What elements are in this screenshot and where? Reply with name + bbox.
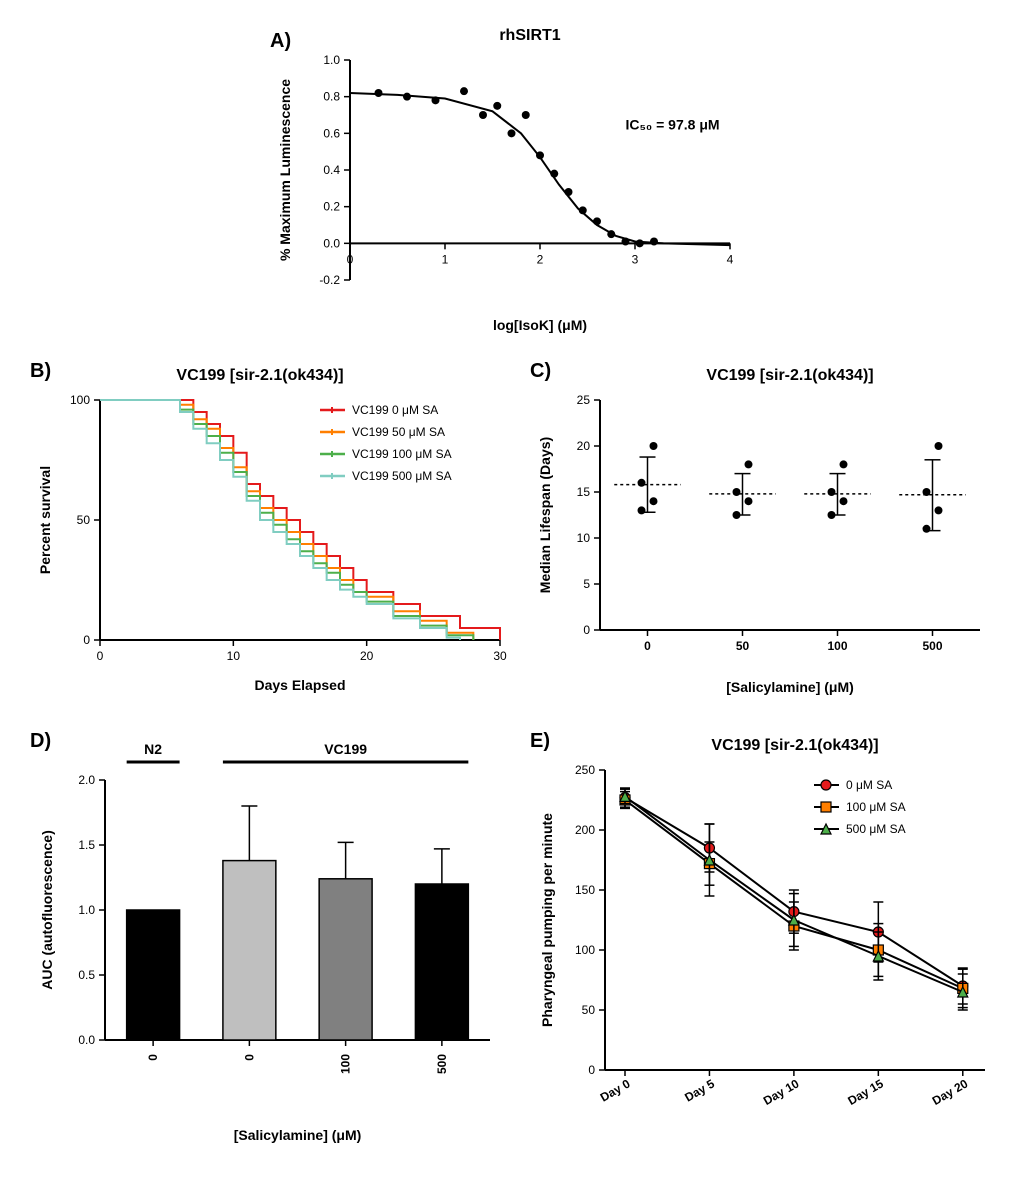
svg-text:Day 15: Day 15 xyxy=(845,1076,886,1108)
panel-e-label: E) xyxy=(530,730,550,753)
svg-text:VC199 [sir-2.1(ok434)]: VC199 [sir-2.1(ok434)] xyxy=(711,737,878,754)
svg-text:0: 0 xyxy=(146,1054,160,1061)
svg-text:VC199 [sir-2.1(ok434)]: VC199 [sir-2.1(ok434)] xyxy=(176,367,343,384)
svg-text:IC₅₀ = 97.8 μM: IC₅₀ = 97.8 μM xyxy=(626,117,720,133)
svg-text:500: 500 xyxy=(435,1054,449,1074)
svg-text:AUC (autofluorescence): AUC (autofluorescence) xyxy=(39,830,55,989)
panel-d-chart: 0.0 0.5 1.0 1.5 2.0 0 0 100 500 [Salicylamine] (μ… xyxy=(30,730,510,1150)
svg-text:-0.2: -0.2 xyxy=(319,273,340,287)
svg-text:0.4: 0.4 xyxy=(323,163,340,177)
panel-a-chart: rhSIRT1 0 1 2 3 4 -0.2 0.0 0.2 0.4 0.6 0.8 1.0 log[Is… xyxy=(270,20,750,340)
svg-text:50: 50 xyxy=(77,513,91,527)
svg-text:0 μM SA: 0 μM SA xyxy=(846,778,892,792)
svg-text:0: 0 xyxy=(242,1054,256,1061)
svg-text:20: 20 xyxy=(360,649,374,663)
svg-text:0: 0 xyxy=(588,1063,595,1077)
svg-text:Percent survival: Percent survival xyxy=(37,466,53,574)
svg-text:1.5: 1.5 xyxy=(78,838,95,852)
svg-text:100: 100 xyxy=(339,1054,353,1074)
svg-text:100: 100 xyxy=(575,943,595,957)
svg-text:% Maximum Luminescence: % Maximum Luminescence xyxy=(277,79,293,261)
svg-text:0: 0 xyxy=(97,649,104,663)
svg-text:4: 4 xyxy=(727,252,734,266)
svg-text:1.0: 1.0 xyxy=(323,53,340,67)
svg-text:Day 5: Day 5 xyxy=(682,1076,717,1104)
svg-text:50: 50 xyxy=(736,639,750,653)
svg-text:20: 20 xyxy=(577,439,591,453)
panel-b-chart: VC199 [sir-2.1(ok434)] 0 10 20 30 0 50 100 Days … xyxy=(30,360,510,700)
svg-text:500: 500 xyxy=(922,639,942,653)
svg-text:0.0: 0.0 xyxy=(323,236,340,250)
svg-text:100 μM SA: 100 μM SA xyxy=(846,800,906,814)
svg-text:0.8: 0.8 xyxy=(323,90,340,104)
svg-text:VC199 100 μM SA: VC199 100 μM SA xyxy=(352,447,452,461)
svg-text:10: 10 xyxy=(227,649,241,663)
svg-text:250: 250 xyxy=(575,763,595,777)
svg-text:N2: N2 xyxy=(144,741,162,757)
svg-text:100: 100 xyxy=(70,393,90,407)
panel-a-label: A) xyxy=(270,30,291,53)
svg-text:VC199: VC199 xyxy=(324,741,367,757)
panel-c-chart: VC199 [sir-2.1(ok434)] 0 5 10 15 20 25 0 50 100 50… xyxy=(530,360,1000,700)
svg-text:0: 0 xyxy=(583,623,590,637)
svg-text:2.0: 2.0 xyxy=(78,773,95,787)
panel-d-label: D) xyxy=(30,730,51,753)
svg-text:Median Lifespan (Days): Median Lifespan (Days) xyxy=(537,437,553,593)
panel-b: B) VC199 [sir-2.1(ok434)] 0 10 20 30 0 50 100 Da… xyxy=(30,360,510,700)
panel-a: A) rhSIRT1 0 1 2 3 4 -0.2 0.0 0.2 0.4 0.6 0.8 1.0 log… xyxy=(270,20,750,340)
svg-text:0: 0 xyxy=(347,252,354,266)
svg-text:1.0: 1.0 xyxy=(78,903,95,917)
panel-e-chart: VC199 [sir-2.1(ok434)] 0 50 100 150 200 250 Day… xyxy=(530,730,1000,1150)
svg-text:VC199 50 μM SA: VC199 50 μM SA xyxy=(352,425,445,439)
svg-text:VC199 [sir-2.1(ok434)]: VC199 [sir-2.1(ok434)] xyxy=(706,367,873,384)
svg-text:15: 15 xyxy=(577,485,591,499)
svg-text:Day 20: Day 20 xyxy=(930,1076,971,1108)
svg-text:VC199 500 μM SA: VC199 500 μM SA xyxy=(352,469,452,483)
panel-d: D) 0.0 0.5 1.0 1.5 2.0 0 0 100 500 [Salicylamine]… xyxy=(30,730,510,1150)
svg-text:0.6: 0.6 xyxy=(323,126,340,140)
svg-text:[Salicylamine] (μM): [Salicylamine] (μM) xyxy=(726,679,854,695)
panel-c-label: C) xyxy=(530,360,551,383)
svg-text:0: 0 xyxy=(83,633,90,647)
svg-text:Day 10: Day 10 xyxy=(761,1076,802,1108)
svg-text:2: 2 xyxy=(537,252,544,266)
svg-text:0.5: 0.5 xyxy=(78,968,95,982)
svg-text:0.2: 0.2 xyxy=(323,200,340,214)
svg-text:0: 0 xyxy=(644,639,651,653)
svg-text:Day 0: Day 0 xyxy=(598,1076,633,1104)
svg-text:[Salicylamine] (μM): [Salicylamine] (μM) xyxy=(234,1127,362,1143)
svg-text:30: 30 xyxy=(493,649,507,663)
svg-text:3: 3 xyxy=(632,252,639,266)
svg-text:VC199 0 μM SA: VC199 0 μM SA xyxy=(352,403,438,417)
figure-container: A) rhSIRT1 0 1 2 3 4 -0.2 0.0 0.2 0.4 0.6 0.8 1.0 log… xyxy=(20,20,1000,1161)
svg-text:150: 150 xyxy=(575,883,595,897)
svg-text:50: 50 xyxy=(582,1003,596,1017)
panel-c: C) VC199 [sir-2.1(ok434)] 0 5 10 15 20 25 0 50 10… xyxy=(530,360,1000,700)
svg-text:5: 5 xyxy=(583,577,590,591)
panel-e: E) VC199 [sir-2.1(ok434)] 0 50 100 150 200 250… xyxy=(530,730,1000,1150)
svg-text:rhSIRT1: rhSIRT1 xyxy=(499,27,560,44)
svg-text:200: 200 xyxy=(575,823,595,837)
svg-text:0.0: 0.0 xyxy=(78,1033,95,1047)
svg-text:10: 10 xyxy=(577,531,591,545)
svg-text:1: 1 xyxy=(442,252,449,266)
svg-text:100: 100 xyxy=(827,639,847,653)
panel-b-label: B) xyxy=(30,360,51,383)
svg-text:500 μM SA: 500 μM SA xyxy=(846,822,906,836)
svg-text:Pharyngeal pumping per minute: Pharyngeal pumping per minute xyxy=(539,813,555,1027)
svg-text:Days Elapsed: Days Elapsed xyxy=(254,677,345,693)
svg-text:25: 25 xyxy=(577,393,591,407)
svg-text:log[IsoK] (μM): log[IsoK] (μM) xyxy=(493,317,587,333)
